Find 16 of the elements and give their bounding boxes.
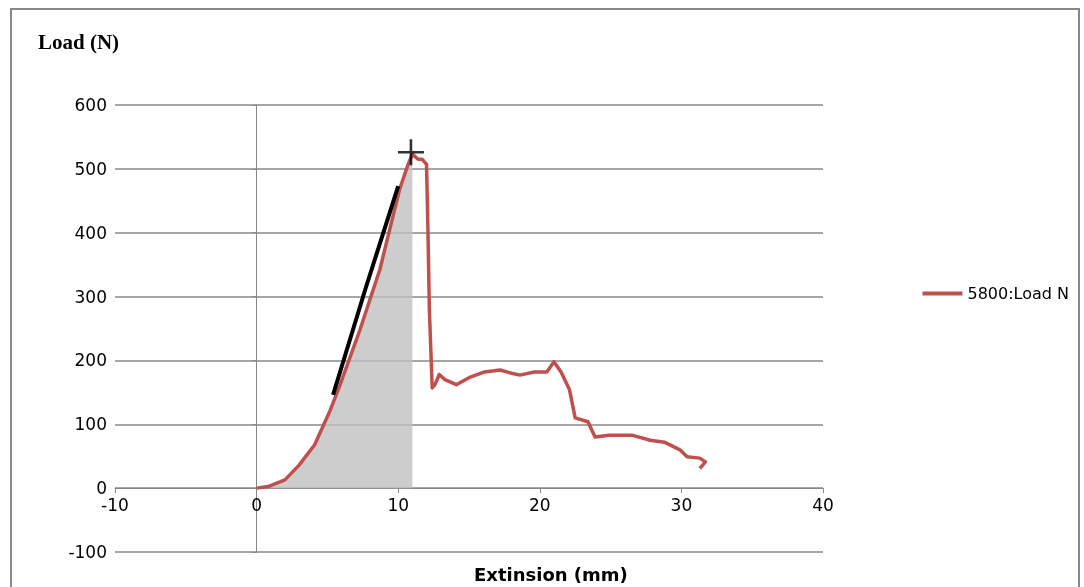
x-axis-title: Extinsion (mm) [474, 563, 628, 585]
y-tick-label: 400 [74, 222, 107, 243]
x-tick-label: 30 [670, 494, 693, 515]
line-series [254, 152, 708, 490]
y-axis-title: Load (N) [38, 29, 120, 54]
y-tick-label: 300 [74, 286, 107, 307]
y-tick-label: 500 [74, 158, 107, 179]
x-tick-label: 20 [528, 494, 551, 515]
legend-label: 5800:Load N [967, 284, 1069, 303]
x-tick-label: 0 [251, 494, 263, 515]
x-tick-label: 10 [387, 494, 410, 515]
y-tick-label: -100 [68, 542, 107, 562]
y-tick-label: 600 [74, 95, 107, 115]
y-tick-label: 100 [74, 414, 107, 435]
x-tick-label: 40 [812, 494, 834, 515]
y-tick-label: 200 [74, 350, 107, 371]
